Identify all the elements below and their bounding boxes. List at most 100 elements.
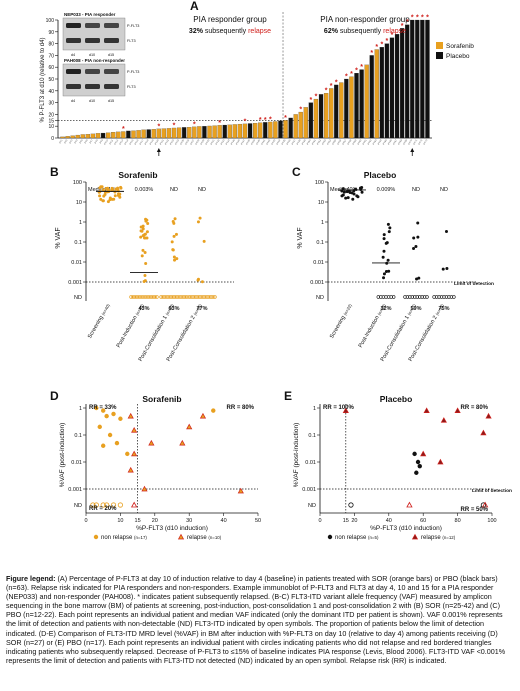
panel-a-bar	[359, 69, 364, 139]
panel-mrd-non-relapse-point	[211, 408, 216, 413]
panel-a-bar	[263, 122, 268, 139]
panel-mrd-legend-circle	[327, 534, 333, 540]
panel-mrd-lod-label: Limit of detection	[472, 488, 512, 494]
panel-a-relapse-star: *	[350, 71, 353, 78]
panel-a-legend-swatch	[436, 42, 443, 49]
panel-a-bar	[298, 111, 303, 139]
panel-mrd-non-relapse-point	[97, 424, 102, 430]
panel-a-patient-label: PT61	[362, 138, 368, 145]
panel-a-bar	[85, 134, 91, 139]
panel-a-patient-label: PT1	[59, 138, 64, 144]
panel-mrd-relapse-point	[342, 407, 349, 413]
panel-vaf-point	[416, 235, 420, 239]
panel-a-patient-label: PT72	[418, 138, 424, 145]
panel-vaf-point	[200, 280, 204, 284]
panel-a-relapse-star: *	[391, 32, 394, 39]
panel-mrd-non-relapse-point	[104, 413, 109, 419]
panel-vaf-point	[98, 194, 102, 198]
panel-a-patient-label: PT55	[332, 138, 338, 145]
panel-a-letter: A	[190, 0, 199, 13]
panel-mrd-rr-top-left: RR = 100%	[323, 405, 355, 411]
panel-a-patient-label: PT13	[119, 138, 125, 145]
panel-mrd-relapse-point	[127, 412, 134, 419]
blot-title: NEP033 - PIA responder	[64, 12, 116, 17]
panel-mrd-legend-non-relapse: non relapse (n=5)	[335, 535, 379, 541]
panel-vaf-nd-point	[439, 295, 444, 299]
panel-vaf-point	[387, 230, 391, 234]
panel-mrd-xtick-label: 30	[186, 518, 192, 524]
panel-vaf-point	[142, 280, 146, 284]
blot-band-flt3	[85, 38, 100, 43]
panel-vaf-point	[112, 197, 116, 201]
panel-a-bar	[247, 123, 253, 139]
panel-vaf-point	[143, 236, 147, 240]
panel-vaf-point	[382, 272, 386, 276]
blot-day-label: d10	[89, 53, 95, 57]
panel-a-patient-label: PT73	[423, 138, 429, 145]
panel-a-ytick-label: 40	[48, 89, 54, 95]
panel-a-patient-label: PT68	[398, 138, 404, 145]
figure-legend-lead: Figure legend:	[6, 574, 58, 583]
panel-mrd-legend-non-relapse: non relapse (n=17)	[101, 535, 147, 541]
panel-a-arrow-head	[156, 148, 161, 152]
panel-a-bar	[90, 133, 96, 139]
panel-mrd-ytick-label: 0.1	[308, 433, 316, 439]
panel-vaf-ytick-label: 1	[79, 220, 82, 226]
panel-vaf-ytick-label: 100	[315, 180, 324, 186]
panel-a-patient-label: PT32	[215, 138, 221, 145]
panel-a-patient-label: PT21	[159, 138, 165, 145]
panel-a-patient-label: PT42	[266, 138, 272, 145]
panel-mrd-legend-n: (n=17)	[134, 535, 147, 540]
panel-vaf-point	[360, 190, 364, 194]
panel-vaf-nd-point	[155, 295, 159, 299]
panel-vaf-point	[140, 254, 144, 258]
panel-vaf-point	[113, 194, 117, 198]
blot-band-flt3	[66, 84, 81, 89]
panel-a-patient-label: PT51	[311, 138, 317, 145]
panel-a-bar	[222, 124, 227, 139]
panel-vaf-point	[412, 236, 416, 240]
panel-a-bar	[258, 122, 263, 139]
panel-vaf-point	[347, 189, 351, 193]
panel-a-patient-label: PT65	[382, 138, 388, 145]
panel-a-bar	[369, 55, 374, 139]
panel-vaf-point	[382, 249, 386, 253]
panel-vaf-xlabel-n: (n=22)	[342, 302, 353, 316]
panel-vaf-nd-point	[434, 295, 439, 299]
panel-a-relapse-star: *	[330, 83, 333, 90]
blot-label-flt3: FLT3	[127, 39, 136, 43]
panel-vaf-point	[108, 198, 112, 202]
panel-a-patient-label: PT25	[180, 138, 186, 145]
panel-vaf-median-value: 0.003%	[135, 187, 154, 193]
panel-a-patient-label: PT28	[195, 138, 201, 145]
blot-image	[62, 63, 126, 97]
panel-vaf-point	[106, 200, 110, 204]
panel-vaf-lod-label: Limit of detection	[454, 281, 494, 287]
panel-mrd-nd-non-relapse	[93, 502, 99, 508]
panel-vaf-point	[100, 185, 104, 189]
panel-a-patient-label: PT49	[301, 138, 307, 145]
panel-vaf-nd-point	[422, 295, 427, 299]
panel-a-relapse-star: *	[421, 15, 424, 22]
panel-vaf-point	[143, 232, 147, 236]
panel-mrd-xtick-label: 100	[487, 518, 496, 524]
panel-vaf-point	[351, 197, 355, 201]
panel-vaf-point	[196, 220, 200, 224]
panel-mrd-rr-bottom-left: RR = 20%	[89, 506, 117, 512]
blot-image	[62, 17, 126, 51]
panel-a-bar	[313, 98, 319, 139]
panel-vaf-median-value: ND	[198, 187, 206, 193]
panel-e-letter: E	[284, 389, 292, 403]
panel-a-responder-title: PIA responder group	[193, 15, 267, 24]
panel-vaf-nd-point	[417, 295, 422, 299]
panel-vaf-point	[170, 240, 174, 244]
panel-a-bar	[111, 132, 116, 139]
panel-vaf-nd-point	[405, 295, 410, 299]
panel-vaf-point	[117, 192, 121, 196]
panel-a-bar	[308, 102, 314, 139]
panel-vaf-point	[111, 188, 115, 192]
panel-a-bar	[334, 84, 339, 139]
panel-vaf-point	[145, 218, 149, 222]
panel-a-patient-label: PT40	[256, 138, 262, 145]
